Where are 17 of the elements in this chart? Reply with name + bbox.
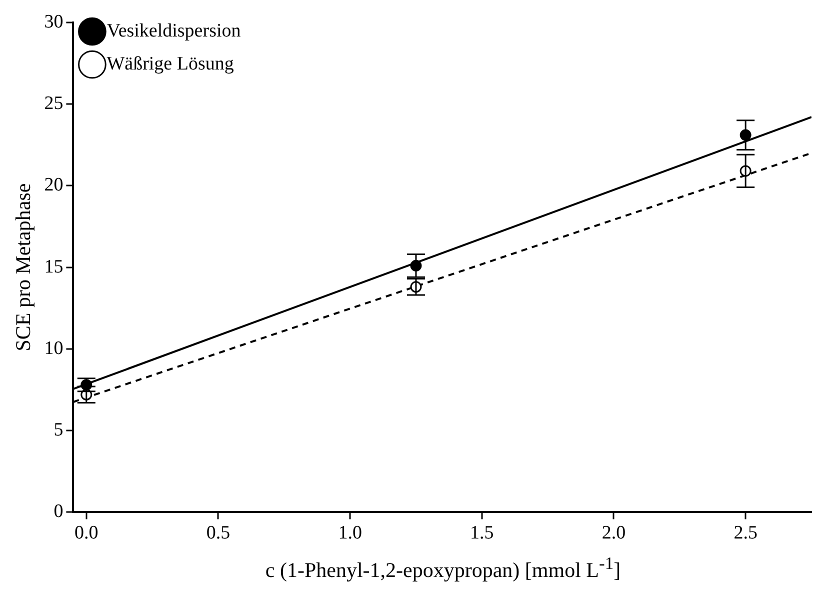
y-tick-label: 20	[44, 174, 64, 196]
y-tick-label: 5	[54, 420, 64, 441]
y-tick-label: 0	[54, 501, 64, 522]
x-tick-label: 2.0	[602, 522, 626, 544]
x-tick-label: 1.0	[338, 522, 362, 544]
x-tick-label: 0.0	[74, 522, 98, 544]
x-tick-label: 1.5	[470, 522, 494, 544]
legend-label: Vesikeldispersion	[106, 20, 242, 42]
y-tick-label: 30	[44, 11, 64, 32]
x-axis-title: c (1-Phenyl-1,2-epoxypropan) [mmol L$^{-1}$]	[264, 552, 622, 584]
y-tick-label: 25	[44, 93, 64, 114]
legend-label: Wäßrige Lösung	[106, 53, 234, 74]
x-tick-label: 2.5	[734, 522, 758, 544]
y-tick-label: 10	[44, 338, 64, 359]
y-tick-label: 15	[44, 256, 64, 278]
y-axis-title: SCE pro Metaphase	[11, 183, 36, 352]
x-tick-label: 0.5	[206, 522, 230, 544]
